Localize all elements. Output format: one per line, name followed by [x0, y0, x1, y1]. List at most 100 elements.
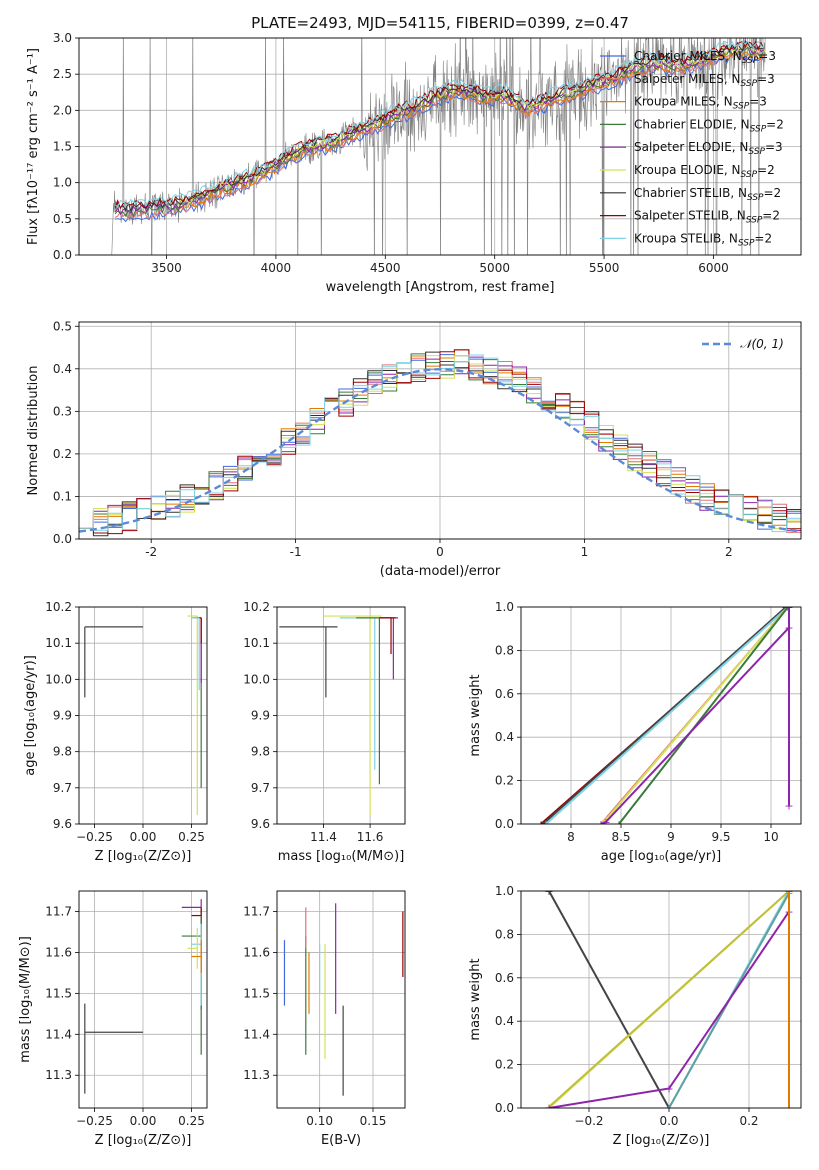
point-marker: + — [541, 818, 550, 831]
y-tick-label: 11.7 — [243, 904, 270, 918]
x-axis-label: (data-model)/error — [380, 564, 501, 579]
x-tick-label: 1 — [581, 545, 589, 559]
point-marker: + — [784, 885, 793, 898]
x-tick-label: 8.5 — [611, 830, 630, 844]
y-tick-label: 11.7 — [45, 904, 72, 918]
point-marker: + — [544, 1102, 553, 1115]
y-tick-label: 0.6 — [495, 687, 514, 701]
point-marker: + — [664, 1082, 673, 1095]
axes-frame — [78, 37, 802, 256]
y-tick-label: 1.0 — [495, 884, 514, 898]
y-tick-label: 0.4 — [53, 362, 72, 376]
model-spectrum-line — [114, 52, 764, 223]
y-axis-label: mass weight — [468, 674, 483, 756]
y-tick-label: 10.2 — [243, 600, 270, 614]
y-tick-label: 9.6 — [53, 817, 72, 831]
y-tick-label: 2.0 — [53, 103, 72, 117]
x-tick-label: 5500 — [589, 261, 620, 275]
mass-weight-vs-metallicity-panel: +++++++++++++++++−0.2 0.0 0.20.00.20.40.60… — [468, 884, 802, 1148]
axes-frame — [276, 890, 406, 1109]
plot-area — [79, 349, 801, 537]
point-marker: + — [664, 1102, 673, 1115]
y-tick-label: 10.0 — [243, 672, 270, 686]
y-axis-label: mass [log₁₀(M/M⊙)] — [18, 936, 33, 1063]
y-tick-label: 0.2 — [495, 1058, 514, 1072]
legend: Chabrier MILES, NSSP=3 Salpeter MILES, NS… — [600, 49, 784, 248]
x-axis-label: wavelength [Angstrom, rest frame] — [326, 280, 555, 295]
x-tick-label: 0.10 — [306, 1114, 333, 1128]
plot-area: ++++++++++++++++++ — [536, 607, 794, 831]
x-tick-label: 9.5 — [711, 830, 730, 844]
y-tick-label: 0.0 — [495, 1101, 514, 1115]
point-marker: + — [544, 1101, 553, 1114]
y-tick-label: 10.0 — [45, 672, 72, 686]
y-tick-label: 0.4 — [495, 1014, 514, 1028]
y-tick-label: 9.8 — [53, 745, 72, 759]
y-tick-label: 0.0 — [53, 248, 72, 262]
x-tick-label: 0.15 — [360, 1114, 387, 1128]
y-tick-label: 10.2 — [45, 600, 72, 614]
y-tick-label: 3.0 — [53, 31, 72, 45]
y-axis-label: mass weight — [468, 958, 483, 1040]
point-marker: + — [784, 1102, 793, 1115]
residual-histogram — [79, 354, 801, 533]
age-vs-mass-panel: 11.4 11.6 9.6 9.7 9.8 9.9 10.0 10.1 10.2 mass [lo… — [243, 600, 406, 864]
legend-entry: Salpeter STELIB, NSSP=2 — [634, 209, 780, 226]
y-tick-label: 0.8 — [495, 927, 514, 941]
point-marker: + — [664, 1102, 673, 1115]
legend-entry: Kroupa STELIB, NSSP=2 — [634, 231, 772, 248]
x-tick-label: −0.25 — [76, 830, 113, 844]
x-tick-label: 0.0 — [659, 1114, 678, 1128]
y-tick-label: 2.5 — [53, 67, 72, 81]
y-tick-label: 9.7 — [251, 781, 270, 795]
y-tick-label: 9.6 — [251, 817, 270, 831]
axes-frame — [78, 890, 208, 1109]
x-axis-label: Z [log₁₀(Z/Z⊙)] — [95, 1133, 192, 1148]
cumulative-weight-line — [600, 607, 790, 824]
legend-entry: 𝒩(0, 1) — [740, 337, 784, 351]
point-marker: + — [601, 814, 610, 827]
axes-frame — [520, 606, 802, 825]
y-tick-label: 11.3 — [243, 1068, 270, 1082]
point-marker: + — [784, 622, 793, 635]
y-axis-label: Flux [fλ10⁻¹⁷ erg cm⁻² s⁻¹ A⁻¹] — [26, 48, 41, 245]
mass-vs-metallicity-panel: −0.25 0.00 0.25 11.3 11.4 11.5 11.6 11.7 Z [log₁… — [18, 890, 208, 1148]
x-tick-label: −0.2 — [574, 1114, 603, 1128]
age-vs-metallicity-panel: −0.25 0.00 0.25 9.6 9.7 9.8 9.9 10.0 10.1 10.2 Z [… — [23, 600, 208, 864]
y-tick-label: 11.4 — [45, 1027, 72, 1041]
y-tick-label: 11.5 — [243, 986, 270, 1000]
point-marker: + — [596, 818, 605, 831]
point-marker: + — [538, 818, 547, 831]
x-tick-label: 11.4 — [310, 830, 337, 844]
legend-entry: Kroupa MILES, NSSP=3 — [634, 95, 767, 112]
y-tick-label: 1.0 — [495, 600, 514, 614]
legend-entry: Chabrier STELIB, NSSP=2 — [634, 186, 781, 203]
x-tick-label: 0.00 — [130, 830, 157, 844]
y-tick-label: 0.2 — [53, 447, 72, 461]
x-tick-label: 0.25 — [178, 1114, 205, 1128]
mass-vs-extinction-panel: 0.10 0.15 11.3 11.4 11.5 11.6 11.7 E(B-V) — [243, 890, 406, 1148]
residual-histogram — [79, 349, 801, 535]
y-tick-label: 10.1 — [243, 636, 270, 650]
axes-frame — [520, 890, 802, 1109]
y-tick-label: 11.5 — [45, 986, 72, 1000]
point-marker: + — [614, 818, 623, 831]
model-spectrum-line — [114, 46, 765, 218]
legend-entry: Chabrier ELODIE, NSSP=2 — [634, 117, 784, 134]
point-marker: + — [664, 1082, 673, 1095]
x-tick-label: 3500 — [151, 261, 182, 275]
x-axis-label: mass [log₁₀(M/M⊙)] — [278, 849, 405, 864]
y-tick-label: 0.8 — [495, 643, 514, 657]
point-marker: + — [544, 885, 553, 898]
x-tick-label: 10 — [763, 830, 778, 844]
y-tick-label: 0.6 — [495, 971, 514, 985]
plot-area — [111, 38, 767, 255]
plot-area — [279, 615, 399, 815]
residual-histogram-panel: -2 -1 0 1 2 0.0 0.1 0.2 0.3 0.4 0.5 (data-model)/er… — [26, 319, 802, 579]
y-axis-label: age [log₁₀(age/yr)] — [23, 655, 38, 776]
x-tick-label: -1 — [290, 545, 302, 559]
point-marker: + — [596, 818, 605, 831]
y-tick-label: 9.9 — [251, 709, 270, 723]
y-tick-label: 11.4 — [243, 1027, 270, 1041]
y-tick-label: 1.5 — [53, 140, 72, 154]
